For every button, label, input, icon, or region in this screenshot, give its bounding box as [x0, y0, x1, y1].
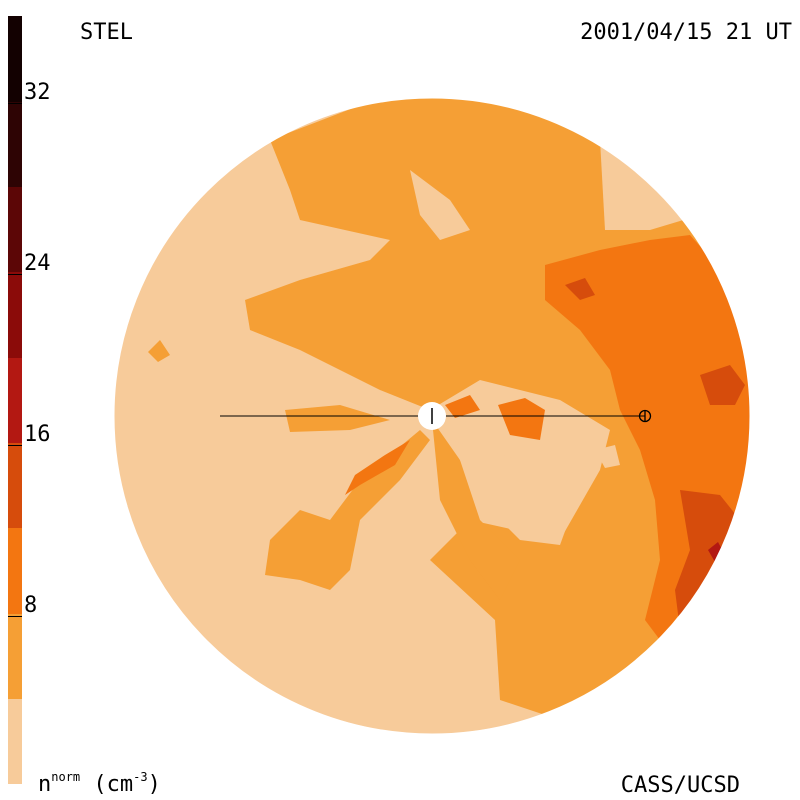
colorbar-level-2: [8, 528, 22, 614]
density-region-higher-east: [700, 365, 745, 405]
density-region-mid-left: [285, 405, 390, 432]
unit-label: nnorm (cm-3): [38, 770, 161, 797]
colorbar-tick-16: 16: [8, 424, 51, 446]
observatory-label: STEL: [80, 20, 133, 45]
colorbar-tick-24: 24: [8, 253, 51, 275]
color-scale-bar: [8, 16, 22, 785]
density-region-high-center: [445, 395, 480, 418]
colorbar-level-5: [8, 272, 22, 358]
density-region-mid-spot: [148, 340, 170, 362]
density-hole-top: [410, 170, 470, 240]
colorbar-level-0: [8, 698, 22, 785]
colorbar-level-1: [8, 613, 22, 700]
colorbar-tick-32: 32: [8, 82, 51, 104]
colorbar-level-4: [8, 357, 22, 444]
density-hole-ray: [450, 440, 580, 545]
density-region-mid-ray: [432, 420, 520, 600]
density-region-high-east: [498, 398, 545, 440]
credit-label: CASS/UCSD: [620, 773, 740, 798]
colorbar-level-3: [8, 442, 22, 529]
colorbar-tick-8: 8: [8, 595, 37, 617]
colorbar-level-6: [8, 186, 22, 273]
colorbar-level-7: [8, 101, 22, 188]
colorbar-level-8: [8, 16, 22, 102]
density-region-high-ray: [345, 440, 410, 495]
density-region-mid-lower: [265, 430, 430, 590]
density-hole-spot: [595, 445, 620, 468]
timestamp-label: 2001/04/15 21 UT: [580, 20, 792, 45]
density-region-higher-south: [675, 490, 740, 630]
density-region-higher-top: [565, 278, 595, 300]
map-disk-outline: [113, 97, 751, 735]
